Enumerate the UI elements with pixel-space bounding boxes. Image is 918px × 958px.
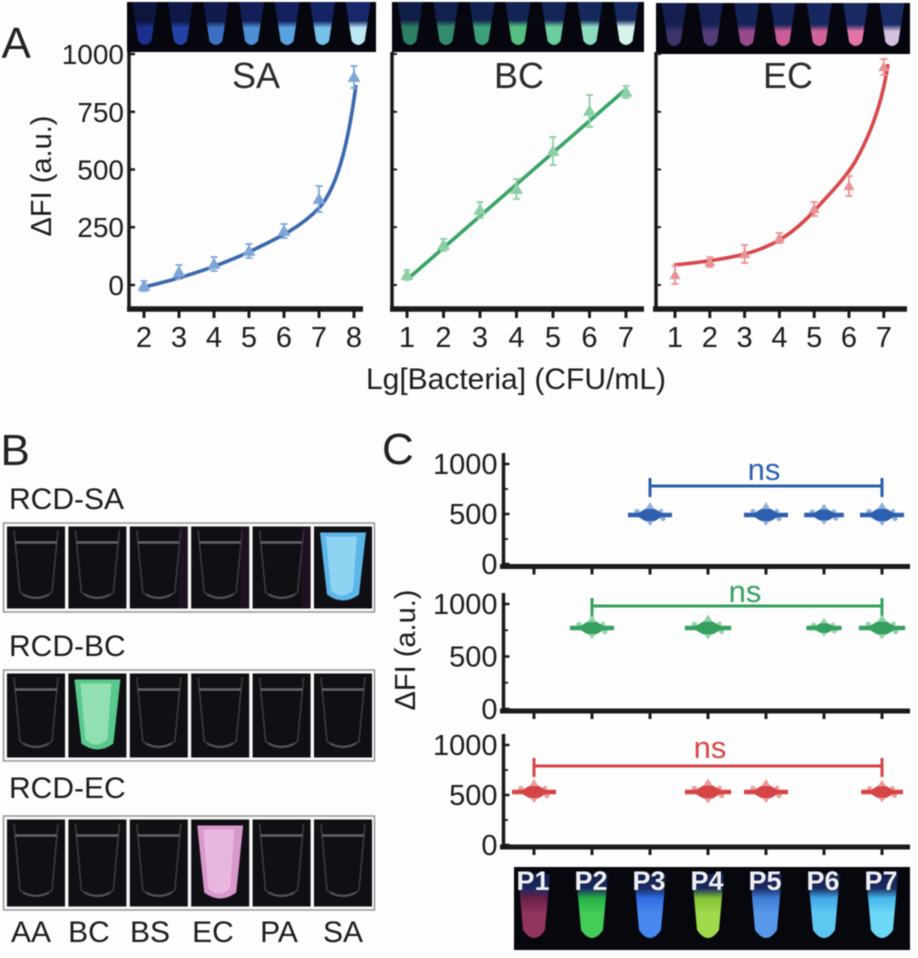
svg-text:Lg[Bacteria] (CFU/mL): Lg[Bacteria] (CFU/mL) — [366, 363, 666, 396]
svg-text:1000: 1000 — [62, 39, 124, 70]
svg-text:P3: P3 — [632, 866, 665, 896]
svg-text:B: B — [1, 426, 30, 475]
svg-text:1000: 1000 — [433, 589, 498, 621]
svg-text:1: 1 — [399, 322, 415, 354]
svg-text:SA: SA — [232, 55, 280, 96]
svg-text:0: 0 — [108, 270, 124, 301]
svg-text:7: 7 — [618, 322, 634, 354]
svg-text:1: 1 — [667, 322, 683, 354]
svg-text:EC: EC — [763, 55, 813, 96]
svg-text:3: 3 — [737, 322, 753, 354]
svg-text:2: 2 — [136, 322, 152, 354]
svg-text:7: 7 — [876, 322, 892, 354]
svg-text:ns: ns — [694, 730, 727, 765]
svg-text:8: 8 — [346, 322, 362, 354]
svg-text:RCD-SA: RCD-SA — [9, 483, 124, 516]
svg-text:4: 4 — [206, 322, 222, 354]
svg-text:BC: BC — [494, 55, 544, 96]
svg-text:P6: P6 — [806, 866, 839, 896]
svg-text:250: 250 — [77, 212, 124, 243]
svg-text:EC: EC — [192, 916, 234, 949]
svg-text:6: 6 — [841, 322, 857, 354]
svg-text:P7: P7 — [864, 866, 897, 896]
svg-text:4: 4 — [771, 322, 787, 354]
svg-text:P4: P4 — [690, 866, 723, 896]
svg-text:ns: ns — [748, 452, 781, 487]
svg-text:SA: SA — [323, 916, 363, 949]
svg-text:7: 7 — [311, 322, 327, 354]
svg-text:C: C — [382, 425, 414, 474]
svg-text:0: 0 — [481, 549, 497, 581]
svg-text:500: 500 — [449, 499, 497, 531]
svg-text:P2: P2 — [574, 866, 607, 896]
svg-text:ns: ns — [729, 574, 762, 609]
svg-text:P5: P5 — [748, 866, 781, 896]
svg-text:3: 3 — [472, 322, 488, 354]
svg-text:500: 500 — [449, 642, 497, 674]
svg-text:2: 2 — [435, 322, 451, 354]
svg-text:3: 3 — [171, 322, 187, 354]
svg-text:P1: P1 — [516, 866, 549, 896]
svg-text:0: 0 — [481, 694, 497, 726]
svg-text:A: A — [2, 19, 32, 68]
svg-text:BC: BC — [68, 916, 110, 949]
svg-text:4: 4 — [508, 322, 524, 354]
svg-text:1000: 1000 — [433, 449, 498, 481]
svg-text:RCD-BC: RCD-BC — [9, 630, 126, 663]
svg-text:RCD-EC: RCD-EC — [9, 772, 126, 805]
svg-text:BS: BS — [130, 916, 170, 949]
svg-text:5: 5 — [545, 322, 561, 354]
svg-text:0: 0 — [481, 830, 497, 862]
svg-text:500: 500 — [77, 155, 124, 186]
svg-text:AA: AA — [11, 916, 51, 949]
svg-text:500: 500 — [449, 780, 497, 812]
svg-text:6: 6 — [581, 322, 597, 354]
svg-text:6: 6 — [276, 322, 292, 354]
svg-text:750: 750 — [77, 97, 124, 128]
svg-text:2: 2 — [702, 322, 718, 354]
svg-text:ΔFI (a.u.): ΔFI (a.u.) — [390, 590, 422, 711]
svg-text:ΔFI (a.u.): ΔFI (a.u.) — [26, 116, 58, 237]
svg-text:5: 5 — [241, 322, 257, 354]
svg-text:PA: PA — [260, 916, 298, 949]
svg-text:5: 5 — [806, 322, 822, 354]
svg-text:1000: 1000 — [433, 730, 498, 762]
